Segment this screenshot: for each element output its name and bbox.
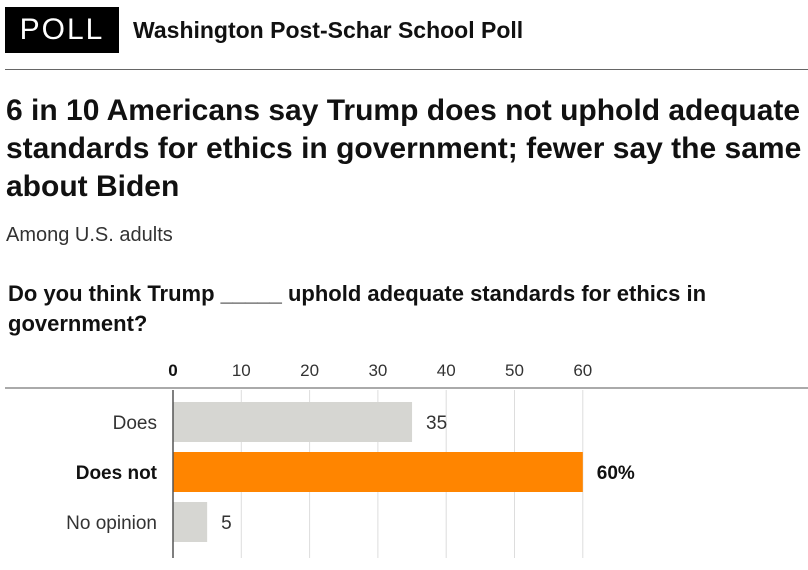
category-label: Does xyxy=(113,413,157,434)
bar-chart: 0 10 20 30 40 50 60 Does 35 Does not 60% No opinion… xyxy=(5,361,808,558)
headline: 6 in 10 Americans say Trump does not uph… xyxy=(6,94,802,203)
tick-label: 10 xyxy=(232,361,251,380)
tick-label: 60 xyxy=(573,361,592,380)
tick-label: 30 xyxy=(368,361,387,380)
poll-header: POLL Washington Post-Schar School Poll xyxy=(5,7,523,53)
value-label: 5 xyxy=(221,513,232,534)
tick-label: 50 xyxy=(505,361,524,380)
category-label: No opinion xyxy=(66,513,157,534)
header-divider xyxy=(5,69,808,70)
value-label: 60% xyxy=(597,463,635,484)
bar xyxy=(173,502,208,542)
question-text: Do you think Trump _____ uphold adequate… xyxy=(8,281,707,336)
tick-label: 20 xyxy=(300,361,319,380)
category-label: Does not xyxy=(76,463,158,484)
bar xyxy=(173,402,413,442)
tick-label: 40 xyxy=(437,361,456,380)
tick-label: 0 xyxy=(168,361,177,380)
poll-source: Washington Post-Schar School Poll xyxy=(133,16,524,43)
subhead: Among U.S. adults xyxy=(6,224,173,246)
bar xyxy=(173,452,583,492)
value-label: 35 xyxy=(426,413,447,434)
poll-badge: POLL xyxy=(5,7,119,53)
